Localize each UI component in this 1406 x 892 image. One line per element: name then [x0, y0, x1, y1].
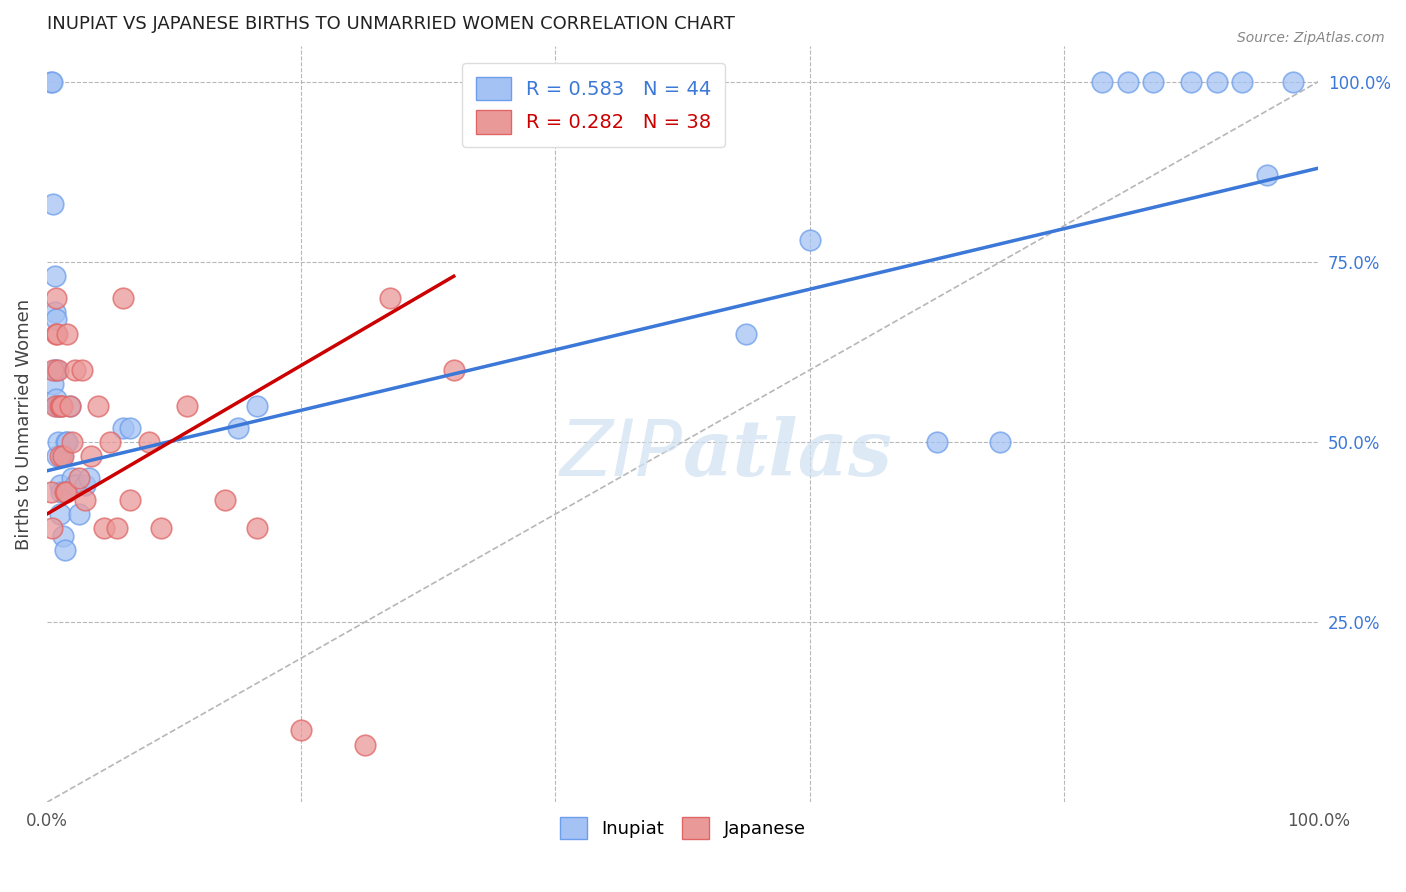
Point — [45, 312, 67, 326]
Point — [45, 326, 67, 341]
Point — [46, 399, 69, 413]
Point — [176, 399, 198, 413]
Point — [118, 420, 141, 434]
Point — [246, 399, 269, 413]
Point — [735, 326, 758, 341]
Point — [93, 521, 115, 535]
Point — [150, 521, 173, 535]
Point — [378, 291, 401, 305]
Point — [49, 485, 72, 500]
Point — [60, 471, 83, 485]
Point — [39, 75, 62, 89]
Point — [49, 399, 72, 413]
Point — [44, 305, 66, 319]
Point — [72, 363, 94, 377]
Point — [42, 377, 65, 392]
Point — [226, 420, 249, 434]
Point — [73, 492, 96, 507]
Point — [990, 434, 1012, 449]
Point — [46, 326, 69, 341]
Point — [55, 434, 77, 449]
Point — [1091, 75, 1114, 89]
Point — [105, 521, 128, 535]
Point — [80, 450, 103, 464]
Point — [63, 363, 86, 377]
Point — [41, 521, 63, 535]
Point — [52, 450, 75, 464]
Point — [45, 363, 67, 377]
Point — [42, 363, 65, 377]
Point — [39, 485, 62, 500]
Legend: Inupiat, Japanese: Inupiat, Japanese — [553, 810, 813, 847]
Point — [1282, 75, 1305, 89]
Point — [59, 399, 82, 413]
Text: ZIP: ZIP — [560, 417, 682, 492]
Point — [44, 399, 66, 413]
Point — [67, 471, 90, 485]
Point — [44, 269, 66, 284]
Point — [73, 478, 96, 492]
Point — [1142, 75, 1164, 89]
Point — [41, 75, 63, 89]
Point — [59, 399, 82, 413]
Point — [1180, 75, 1202, 89]
Point — [925, 434, 948, 449]
Point — [56, 434, 79, 449]
Point — [60, 434, 83, 449]
Y-axis label: Births to Unmarried Women: Births to Unmarried Women — [15, 299, 32, 549]
Point — [45, 392, 67, 406]
Point — [67, 507, 90, 521]
Point — [55, 485, 77, 500]
Point — [443, 363, 465, 377]
Point — [42, 197, 65, 211]
Point — [118, 492, 141, 507]
Point — [46, 363, 69, 377]
Point — [51, 450, 73, 464]
Point — [799, 233, 821, 247]
Point — [46, 399, 69, 413]
Point — [1116, 75, 1139, 89]
Point — [290, 723, 312, 738]
Point — [48, 478, 70, 492]
Point — [56, 326, 79, 341]
Point — [45, 291, 67, 305]
Point — [1230, 75, 1253, 89]
Text: atlas: atlas — [682, 416, 893, 492]
Point — [48, 507, 70, 521]
Point — [51, 399, 73, 413]
Point — [52, 529, 75, 543]
Point — [63, 478, 86, 492]
Point — [44, 363, 66, 377]
Point — [138, 434, 160, 449]
Text: INUPIAT VS JAPANESE BIRTHS TO UNMARRIED WOMEN CORRELATION CHART: INUPIAT VS JAPANESE BIRTHS TO UNMARRIED … — [46, 15, 735, 33]
Point — [87, 399, 110, 413]
Point — [77, 471, 100, 485]
Text: Source: ZipAtlas.com: Source: ZipAtlas.com — [1237, 31, 1385, 45]
Point — [214, 492, 236, 507]
Point — [353, 738, 375, 752]
Point — [46, 450, 69, 464]
Point — [46, 434, 69, 449]
Point — [246, 521, 269, 535]
Point — [100, 434, 122, 449]
Point — [53, 543, 76, 558]
Point — [1256, 169, 1278, 183]
Point — [48, 450, 70, 464]
Point — [112, 420, 135, 434]
Point — [48, 399, 70, 413]
Point — [53, 485, 76, 500]
Point — [112, 291, 135, 305]
Point — [1205, 75, 1227, 89]
